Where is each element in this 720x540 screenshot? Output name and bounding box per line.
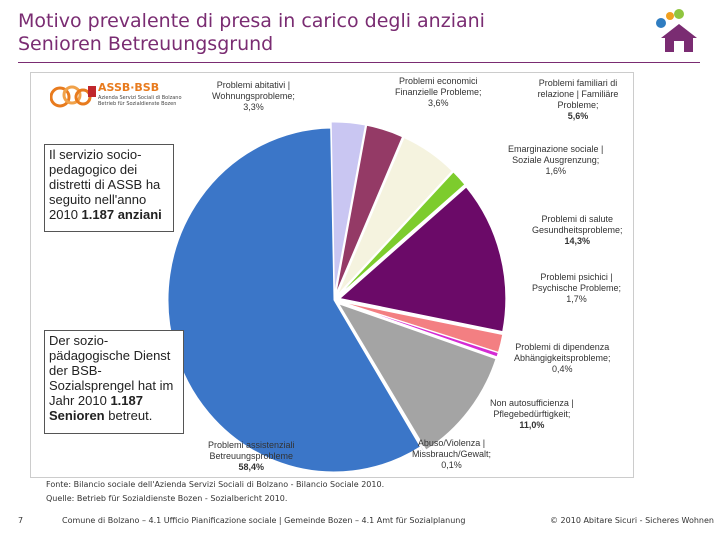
- logo-subtitle: Azienda Servizi Sociali di Bolzano Betri…: [98, 95, 182, 107]
- title-italian: Motivo prevalente di presa in carico deg…: [18, 10, 485, 32]
- slice-value-addiction: 0,4%: [552, 364, 573, 374]
- slice-label-family-it: Problemi familiari di relazione | Famili…: [537, 78, 619, 99]
- pie-slice-economic: [335, 124, 404, 295]
- logo-ring-1: [50, 86, 71, 108]
- slice-label-economic-de: Finanzielle Probleme;: [395, 87, 482, 97]
- note-german-count: 1.187 Senioren: [49, 393, 143, 423]
- slice-label-care-it: Problemi assistenziali: [208, 440, 295, 450]
- slice-label-psychic: Problemi psichici | Psychische Probleme;…: [532, 272, 621, 305]
- slice-label-addiction: Problemi di dipendenza Abhängigkeitsprob…: [514, 342, 611, 375]
- slice-value-abuse: 0,1%: [441, 460, 462, 470]
- slice-label-addiction-it: Problemi di dipendenza: [515, 342, 610, 352]
- slice-label-addiction-de: Abhängigkeitsprobleme;: [514, 353, 611, 363]
- slice-value-psychic: 1,7%: [566, 294, 587, 304]
- slice-value-social: 1,6%: [545, 166, 566, 176]
- title-divider: [18, 62, 700, 63]
- slice-label-economic: Problemi economici Finanzielle Probleme;…: [395, 76, 482, 109]
- slice-label-abuse-de: Missbrauch/Gewalt;: [412, 449, 492, 459]
- note-italian-count: 1.187 anziani: [81, 207, 162, 222]
- slice-label-health-de: Gesundheitsprobleme;: [532, 225, 623, 235]
- slice-label-family-de: Probleme;: [557, 100, 599, 110]
- page-number: 7: [18, 516, 24, 525]
- slice-label-housing-de: Wohnungsprobleme;: [212, 91, 295, 101]
- note-german-tail: betreut.: [104, 408, 153, 423]
- slice-label-psychic-de: Psychische Probleme;: [532, 283, 622, 293]
- source-german: Quelle: Betrieb für Sozialdienste Bozen …: [46, 494, 288, 503]
- logo-shield: [88, 86, 96, 97]
- home-icon-roof: [661, 24, 697, 52]
- slice-value-family: 5,6%: [567, 111, 589, 121]
- logo-name: ASSB·BSB: [98, 81, 160, 94]
- footer-copyright: © 2010 Abitare Sicuri - Sicheres Wohnen: [550, 516, 714, 525]
- slice-label-psychic-it: Problemi psichici |: [540, 272, 613, 282]
- slice-label-social-de: Soziale Ausgrenzung;: [512, 155, 600, 165]
- pie-slice-dependency: [337, 302, 497, 451]
- pie-slice-addiction: [339, 301, 499, 358]
- slice-value-economic: 3,6%: [428, 98, 449, 108]
- home-icon[interactable]: [648, 6, 700, 56]
- slice-label-dependency-it: Non autosufficienza |: [490, 398, 574, 408]
- slice-value-care: 58,4%: [238, 462, 265, 472]
- home-icon-dot-green: [674, 9, 684, 19]
- slice-label-dependency: Non autosufficienza | Pflegebedürftigkei…: [490, 398, 574, 431]
- slice-label-health: Problemi di salute Gesundheitsprobleme; …: [532, 214, 623, 247]
- slice-label-family: Problemi familiari di relazione | Famili…: [532, 78, 624, 122]
- slice-label-dependency-de: Pflegebedürftigkeit;: [493, 409, 571, 419]
- assb-logo-icon: [50, 85, 96, 108]
- pie-slice-family: [336, 136, 454, 296]
- slice-label-social: Emarginazione sociale | Soziale Ausgrenz…: [508, 144, 603, 177]
- note-german: Der sozio-pädagogische Dienst der BSB-So…: [44, 330, 184, 434]
- page-title: Motivo prevalente di presa in carico deg…: [18, 10, 485, 56]
- slice-value-health: 14,3%: [564, 236, 591, 246]
- pie-slice-housing: [330, 121, 366, 295]
- logo-ring-2: [62, 85, 82, 105]
- slice-label-care-de: Betreuungsprobleme: [209, 451, 294, 461]
- slice-label-housing: Problemi abitativi | Wohnungsprobleme; 3…: [212, 80, 295, 113]
- note-german-text: Der sozio-pädagogische Dienst der BSB-So…: [49, 333, 174, 408]
- footer-center: Comune di Bolzano – 4.1 Ufficio Pianific…: [62, 516, 466, 525]
- slice-label-social-it: Emarginazione sociale |: [508, 144, 604, 154]
- note-italian-text: Il servizio socio-pedagogico dei distret…: [49, 147, 161, 222]
- home-icon-dot-blue: [656, 18, 666, 28]
- slice-label-economic-it: Problemi economici: [399, 76, 478, 86]
- note-italian: Il servizio socio-pedagogico dei distret…: [44, 144, 174, 232]
- home-icon-dot-orange: [666, 12, 674, 20]
- slice-value-dependency: 11,0%: [519, 420, 545, 430]
- slice-label-care: Problemi assistenziali Betreuungsproblem…: [208, 440, 295, 473]
- title-german: Senioren Betreuungsgrund: [18, 33, 274, 55]
- pie-slice-social: [338, 171, 466, 297]
- slice-label-abuse-it: Abuso/Violenza |: [417, 438, 486, 448]
- slice-value-housing: 3,3%: [243, 102, 264, 112]
- slice-label-abuse: Abuso/Violenza | Missbrauch/Gewalt; 0,1%: [412, 438, 491, 471]
- source-italian: Fonte: Bilancio sociale dell'Azienda Ser…: [46, 480, 385, 489]
- home-icon-door: [674, 41, 684, 52]
- pie-slice-health: [338, 186, 507, 333]
- slice-label-health-it: Problemi di salute: [541, 214, 614, 224]
- slice-label-housing-it: Problemi abitativi |: [216, 80, 291, 90]
